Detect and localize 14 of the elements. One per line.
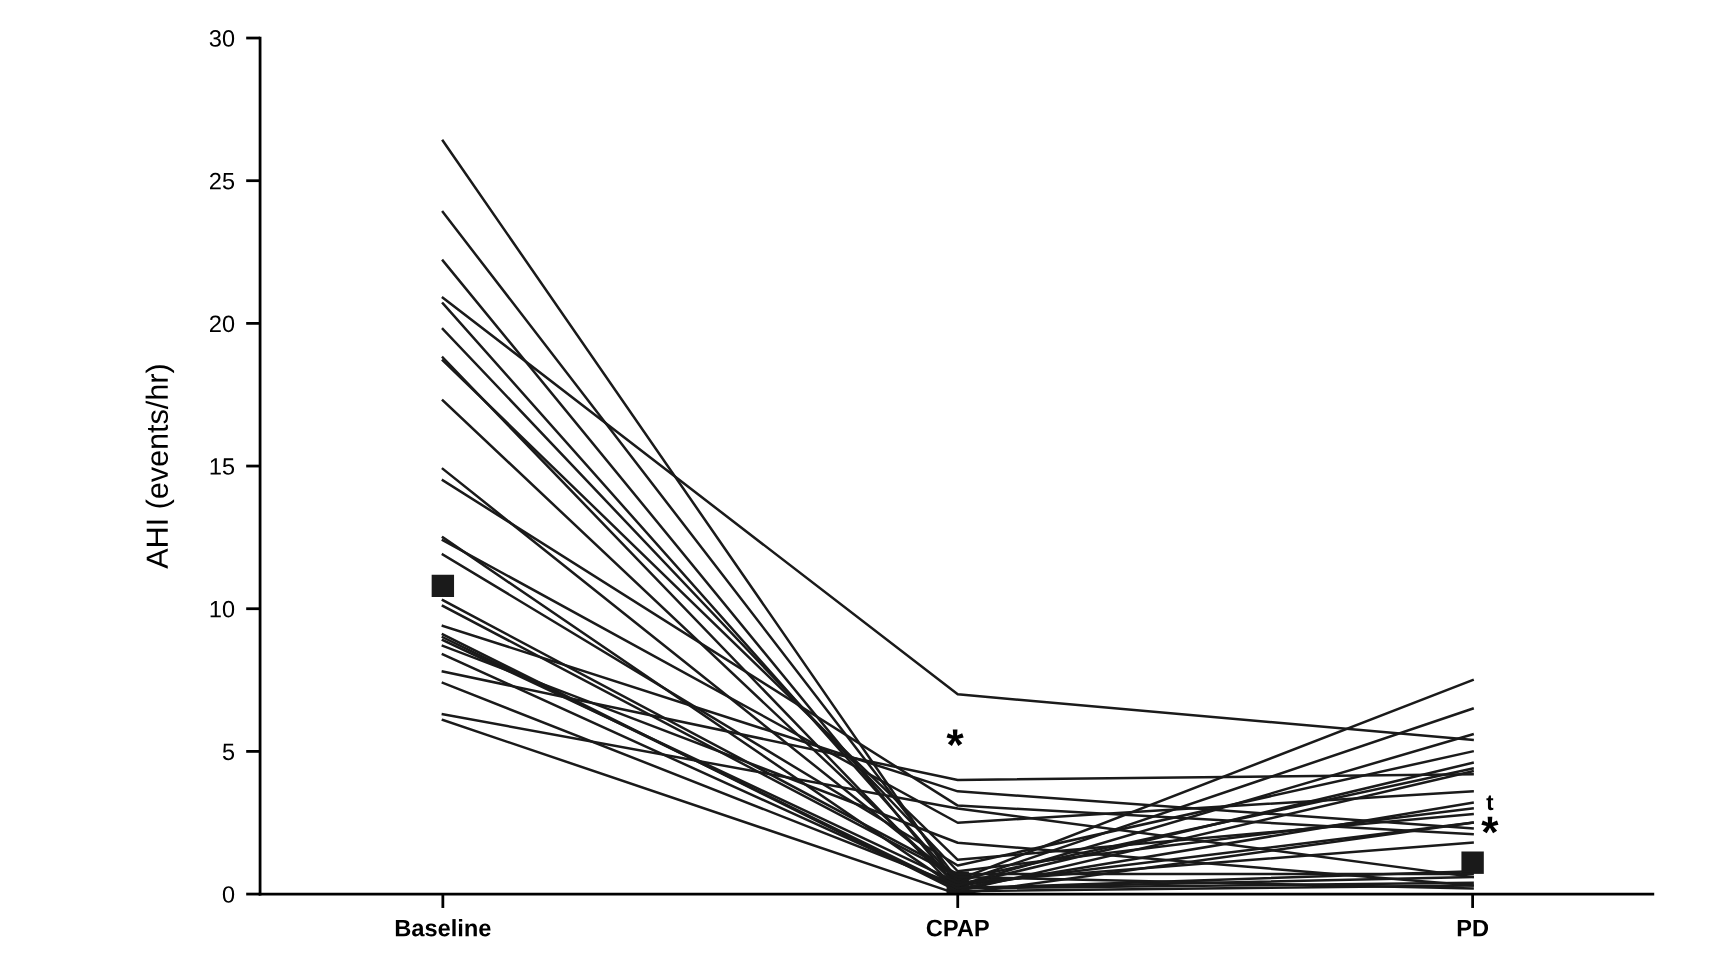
- x-tick-label: Baseline: [395, 919, 491, 937]
- y-tick-label: 10: [210, 600, 235, 618]
- x-tick-label: CPAP: [926, 919, 989, 937]
- y-axis-title: AHI (events/hr): [145, 365, 175, 569]
- y-tick-label: 5: [222, 743, 235, 761]
- annotation: t: [1486, 795, 1494, 811]
- y-tick-label: 25: [210, 172, 235, 190]
- x-tick-label: PD: [1457, 919, 1489, 937]
- y-tick-label: 0: [222, 886, 235, 903]
- annotation: *: [1481, 816, 1499, 834]
- y-tick-label: 20: [210, 315, 235, 333]
- y-tick-label: 30: [209, 30, 235, 47]
- y-tick-label: 15: [210, 458, 235, 475]
- annotation: *: [946, 729, 964, 746]
